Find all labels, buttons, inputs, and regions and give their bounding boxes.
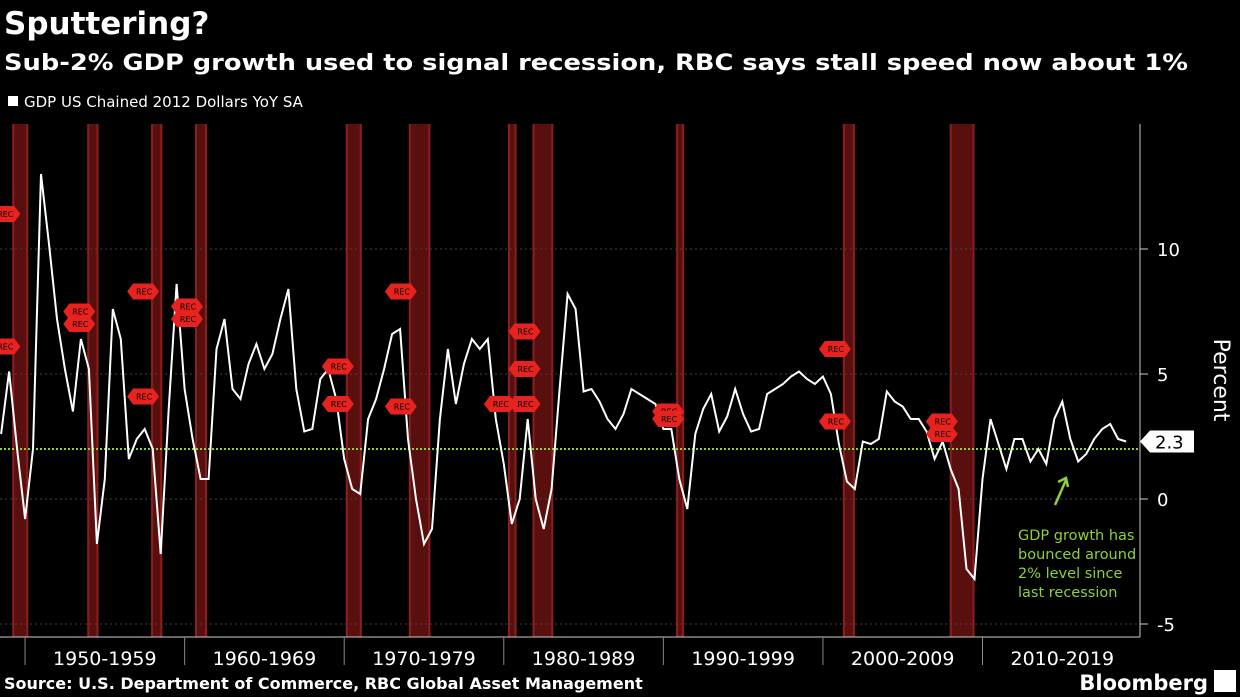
rec-flag [321, 358, 354, 375]
rec-flag-label: REC [517, 365, 534, 374]
x-tick-label: 1980-1989 [532, 648, 636, 670]
recession-band [87, 124, 99, 637]
last-value-box [1140, 430, 1194, 453]
rec-flag-label: REC [72, 320, 89, 329]
rec-flag-label: REC [493, 400, 510, 409]
recession-band [842, 124, 855, 637]
rec-flag-label: REC [935, 418, 952, 427]
rec-flag [384, 283, 417, 300]
rec-flag-label: REC [136, 393, 153, 402]
rec-flag [483, 396, 516, 412]
annotation: 2% level since [1018, 566, 1122, 582]
annotation-arrow [1053, 476, 1070, 506]
rec-flag-label: REC [0, 210, 14, 219]
y-tick-label: 10 [1157, 240, 1180, 261]
rec-flag [818, 413, 851, 430]
rec-flag [127, 388, 160, 405]
rec-flag [508, 361, 541, 377]
y-axis-label: Percent [1208, 339, 1233, 422]
rec-flag [384, 398, 417, 415]
legend-label: GDP US Chained 2012 Dollars YoY SA [24, 93, 304, 111]
rec-flag [321, 396, 354, 412]
x-tick-label: 1970-1979 [372, 648, 476, 670]
brand: Bloomberg [1079, 671, 1208, 695]
rec-flag-label: REC [180, 303, 197, 312]
x-tick-label: 1960-1969 [213, 648, 317, 670]
line-series [0, 173, 1127, 582]
annotation: GDP growth has [1018, 528, 1134, 544]
rec-flag-label: REC [180, 315, 197, 324]
rec-flag-label: REC [331, 400, 348, 409]
rec-flag-label: REC [72, 308, 89, 317]
rec-flag [925, 413, 958, 430]
rec-flag-label: REC [517, 328, 534, 337]
recession-band [532, 124, 554, 637]
recession-band [151, 124, 163, 637]
rec-flag [63, 316, 96, 332]
recession-band [676, 124, 685, 637]
x-tick-label: 2010-2019 [1010, 648, 1114, 670]
rec-flag-label: REC [0, 343, 14, 352]
rec-flag [508, 323, 541, 340]
rec-flag-label: REC [828, 418, 845, 427]
rec-flag [0, 206, 21, 222]
rec-flag-label: REC [935, 430, 952, 439]
y-tick-label: 0 [1157, 490, 1168, 511]
last-value-label: 2.3 [1155, 433, 1184, 454]
rec-flag-label: REC [136, 288, 153, 297]
recession-band [12, 124, 29, 637]
recession-band [408, 124, 431, 637]
x-tick-label: 1950-1959 [53, 648, 157, 670]
rec-flag [63, 303, 96, 320]
x-tick-label: 2000-2009 [851, 648, 955, 670]
rec-flag [652, 411, 685, 427]
rec-flag-label: REC [517, 400, 534, 409]
chart-subtitle: Sub-2% GDP growth used to signal recessi… [4, 51, 1188, 76]
legend-swatch [8, 96, 18, 106]
recession-band [507, 124, 517, 637]
rec-flag-label: REC [394, 288, 411, 297]
rec-flag-label: REC [661, 415, 678, 424]
recession-band [345, 124, 362, 637]
x-tick-label: 1990-1999 [691, 648, 795, 670]
rec-flag [127, 283, 160, 300]
rec-flag [508, 396, 541, 412]
rec-flag-label: REC [331, 363, 348, 372]
brand-logo [1214, 670, 1236, 692]
annotation: last recession [1018, 585, 1117, 601]
rec-flag [171, 298, 203, 315]
chart-title: Sputtering? [4, 6, 209, 42]
rec-flag [818, 341, 851, 357]
rec-flag [925, 426, 958, 442]
source: Source: U.S. Department of Commerce, RBC… [4, 674, 643, 693]
rec-flag-label: REC [394, 403, 411, 412]
rec-flag [171, 311, 203, 327]
y-tick-label: 5 [1157, 365, 1168, 386]
rec-flag-label: REC [828, 345, 845, 354]
rec-flag [0, 338, 21, 355]
recession-band [949, 124, 975, 637]
annotation: bounced around [1018, 547, 1136, 563]
recession-band [195, 124, 207, 637]
y-tick-label: -5 [1157, 615, 1175, 636]
